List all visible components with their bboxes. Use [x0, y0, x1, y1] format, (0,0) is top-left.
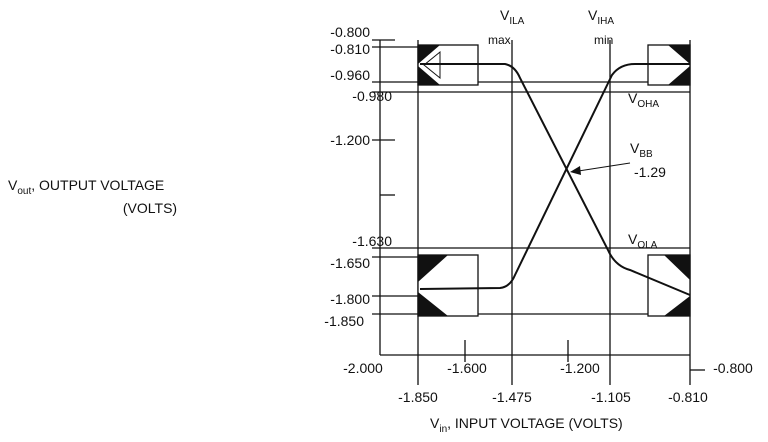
x-tick: -1.475: [492, 389, 532, 405]
y-tick: -1.200: [330, 132, 370, 148]
x-tick: -1.600: [447, 360, 487, 376]
vila-label: VILA: [500, 7, 525, 27]
x-axis-title: Vin, INPUT VOLTAGE (VOLTS): [430, 415, 623, 435]
noninverting-curve: [419, 63, 690, 290]
y-tick: -1.630: [352, 233, 392, 249]
y-tick: -0.960: [330, 67, 370, 83]
y-axis-title: Vout, OUTPUT VOLTAGE: [8, 177, 164, 197]
region-boxes: [417, 44, 691, 317]
y-tick: -1.850: [324, 313, 364, 329]
x-tick: -0.810: [668, 389, 708, 405]
y-tick: -0.980: [352, 88, 392, 104]
v-lines: [417, 40, 705, 385]
y-tick-labels: -0.800 -0.810 -0.960 -0.980 -1.200 -1.63…: [324, 24, 392, 329]
arrow-head: [570, 166, 581, 175]
x-tick: -1.200: [560, 360, 600, 376]
y-tick: -1.650: [330, 255, 370, 271]
x-tick: -2.000: [343, 360, 383, 376]
x-tick-labels: -2.000 -1.600 -1.200 -0.800 -1.850 -1.47…: [343, 360, 753, 405]
voha-label: VOHA: [628, 90, 659, 110]
viha-label: VIHA: [588, 7, 614, 27]
x-tick: -1.850: [398, 389, 438, 405]
inverting-curve: [420, 63, 691, 296]
y-tick: -0.810: [330, 41, 370, 57]
x-tick: -1.105: [591, 389, 631, 405]
y-axis-unit: (VOLTS): [123, 200, 177, 216]
vbb-label: VBB: [630, 140, 653, 160]
y-tick: -1.800: [330, 291, 370, 307]
y-tick: -0.800: [330, 24, 370, 40]
vola-label: VOLA: [628, 231, 658, 251]
x-tick: -0.800: [713, 360, 753, 376]
viha-note: min: [594, 33, 613, 47]
vbb-note: -1.29: [634, 164, 666, 180]
vbb-arrow: [571, 162, 631, 173]
vila-note: max: [488, 33, 511, 47]
